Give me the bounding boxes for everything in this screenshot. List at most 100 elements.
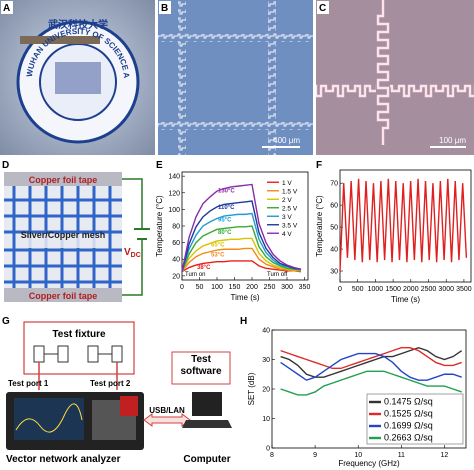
legend-label: 2.5 V bbox=[282, 205, 298, 212]
voltage-subscript: DC bbox=[131, 252, 141, 259]
voltage-symbol: V bbox=[124, 247, 131, 258]
legend-label: 1.5 V bbox=[282, 188, 298, 195]
link-arrow bbox=[143, 413, 191, 427]
x-tick-label: 10 bbox=[354, 452, 362, 459]
y-tick-label: 30 bbox=[262, 357, 270, 364]
x-tick-label: 0 bbox=[180, 284, 184, 291]
data-line bbox=[181, 247, 301, 273]
wire bbox=[122, 178, 143, 296]
x-tick-label: 0 bbox=[338, 286, 342, 293]
serpentine-wire bbox=[158, 34, 313, 42]
schematic-d: D Copper foil tape Silver/Copper mesh Co… bbox=[2, 160, 150, 302]
bottom-label: Copper foil tape bbox=[29, 291, 98, 301]
laptop-screen bbox=[192, 392, 222, 416]
y-tick-label: 60 bbox=[172, 240, 180, 247]
y-tick-label: 40 bbox=[330, 247, 338, 254]
decoration bbox=[87, 345, 99, 363]
scale-label: 100 μm bbox=[439, 136, 466, 145]
y-tick-label: 70 bbox=[330, 181, 338, 188]
tweezers bbox=[20, 36, 100, 44]
legend-label: 0.2663 Ω/sq bbox=[384, 433, 433, 443]
scale-label: 400 μm bbox=[273, 136, 300, 145]
x-axis-label: Time (s) bbox=[230, 293, 259, 302]
data-line bbox=[181, 260, 302, 273]
y-tick-label: 60 bbox=[330, 203, 338, 210]
analyzer-trace bbox=[15, 403, 83, 433]
analyzer-screen bbox=[14, 398, 84, 440]
x-tick-label: 11 bbox=[398, 452, 405, 459]
label-bg bbox=[317, 1, 329, 14]
data-line bbox=[181, 183, 302, 272]
y-tick-label: 20 bbox=[262, 387, 270, 394]
label-bg bbox=[159, 1, 171, 14]
panel-label: F bbox=[316, 160, 322, 171]
y-tick-label: 100 bbox=[168, 207, 180, 214]
x-tick-label: 2500 bbox=[421, 286, 437, 293]
x-tick-label: 200 bbox=[246, 284, 258, 291]
plateau-label: 110°C bbox=[218, 205, 235, 211]
x-tick-label: 300 bbox=[281, 284, 293, 291]
data-line bbox=[181, 200, 302, 272]
logo-emblem bbox=[55, 62, 101, 94]
middle-label: Silver/Copper mesh bbox=[21, 230, 106, 240]
plateau-label: 80°C bbox=[218, 230, 232, 236]
data-line bbox=[181, 225, 302, 272]
serpentine-wire bbox=[158, 122, 313, 130]
analyzer-label: Vector network analyzer bbox=[6, 454, 121, 465]
x-tick-label: 3000 bbox=[438, 286, 454, 293]
plateau-label: 38°C bbox=[197, 265, 211, 271]
data-line bbox=[280, 370, 462, 396]
annotation: Turn on bbox=[185, 272, 205, 278]
y-tick-label: 40 bbox=[262, 328, 270, 335]
data-line bbox=[280, 352, 462, 381]
x-tick-label: 250 bbox=[264, 284, 276, 291]
computer-label: Computer bbox=[183, 454, 230, 465]
legend-label: 4 V bbox=[282, 231, 292, 238]
x-tick-label: 9 bbox=[313, 452, 317, 459]
software-wrap: Test software bbox=[180, 354, 222, 377]
decoration bbox=[111, 345, 123, 363]
data-line bbox=[181, 212, 302, 272]
x-tick-label: 12 bbox=[441, 452, 449, 459]
label-bg bbox=[1, 1, 13, 14]
laptop-base bbox=[182, 420, 232, 428]
y-tick-label: 20 bbox=[172, 273, 180, 280]
serpentine-wire bbox=[268, 0, 276, 155]
x-tick-label: 8 bbox=[270, 452, 274, 459]
panel-label: C bbox=[319, 3, 326, 14]
legend-label: 2 V bbox=[282, 197, 292, 204]
legend-label: 1 V bbox=[282, 180, 292, 187]
legend-label: 0.1475 Ω/sq bbox=[384, 397, 433, 407]
x-tick-label: 1000 bbox=[368, 286, 384, 293]
panel-label: H bbox=[240, 316, 247, 327]
plateau-label: 130°C bbox=[218, 188, 235, 194]
top-label: Copper foil tape bbox=[29, 175, 98, 185]
panel-label: G bbox=[2, 316, 10, 327]
plot-frame bbox=[339, 169, 472, 283]
y-axis-label: Temperature (°C) bbox=[315, 195, 324, 257]
x-tick-label: 2000 bbox=[403, 286, 419, 293]
port1-label: Test port 1 bbox=[8, 379, 49, 388]
legend-label: 0.1699 Ω/sq bbox=[384, 421, 433, 431]
legend-box bbox=[366, 393, 464, 445]
data-line bbox=[280, 347, 462, 370]
x-tick-label: 150 bbox=[229, 284, 241, 291]
port2-label: Test port 2 bbox=[90, 379, 131, 388]
label-bg bbox=[22, 234, 104, 248]
y-tick-label: 10 bbox=[262, 416, 270, 423]
x-axis-label: Frequency (GHz) bbox=[338, 459, 400, 468]
panel-label: D bbox=[2, 160, 9, 171]
copper-tape bbox=[4, 172, 122, 186]
x-tick-label: 500 bbox=[352, 286, 364, 293]
micrograph-b: 400 μm B bbox=[158, 0, 313, 155]
y-tick-label: 80 bbox=[172, 224, 180, 231]
x-tick-label: 3500 bbox=[456, 286, 472, 293]
micrograph-c: 100 μm C bbox=[316, 0, 474, 155]
y-tick-label: 30 bbox=[330, 269, 338, 276]
x-axis-label: Time (s) bbox=[391, 295, 420, 304]
fixture-label: Test fixture bbox=[52, 329, 106, 340]
software-label: Test software bbox=[180, 354, 222, 377]
decoration bbox=[33, 345, 45, 363]
